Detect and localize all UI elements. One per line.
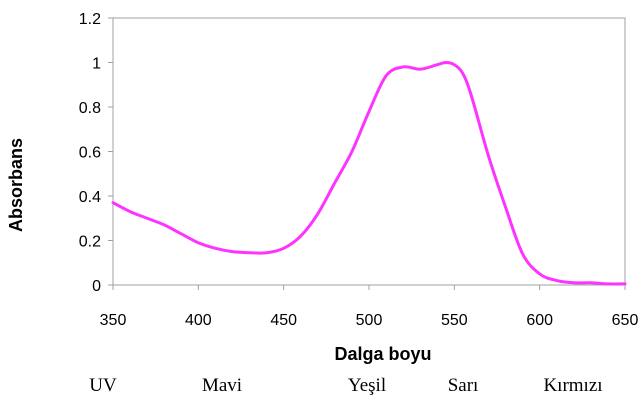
x-tick-label: 650 — [612, 312, 639, 329]
y-tick-label: 0.6 — [79, 145, 101, 162]
y-axis-ticks: 0 0.2 0.4 0.6 0.8 1 1.2 — [79, 11, 113, 295]
x-axis-title: Dalga boyu — [334, 344, 431, 364]
band-label: Sarı — [448, 375, 479, 396]
y-tick-label: 0.2 — [79, 234, 101, 251]
x-tick-label: 500 — [356, 312, 383, 329]
x-tick-label: 350 — [100, 312, 127, 329]
x-tick-label: 400 — [185, 312, 212, 329]
x-tick-label: 450 — [270, 312, 297, 329]
x-tick-label: 550 — [441, 312, 468, 329]
y-tick-label: 1 — [92, 56, 101, 73]
band-label: Kırmızı — [543, 375, 602, 396]
band-label: UV — [89, 375, 117, 396]
y-tick-label: 0.8 — [79, 100, 101, 117]
color-band-labels: UV Mavi Yeşil Sarı Kırmızı — [89, 375, 602, 396]
y-tick-label: 0.4 — [79, 189, 101, 206]
x-axis-ticks: 350 400 450 500 550 600 650 — [100, 285, 639, 329]
plot-area-frame — [112, 17, 626, 286]
y-tick-label: 1.2 — [79, 11, 101, 28]
x-tick-label: 600 — [526, 312, 553, 329]
y-tick-label: 0 — [92, 278, 101, 295]
band-label: Yeşil — [348, 375, 386, 396]
y-axis-title: Absorbans — [6, 138, 26, 232]
series-line-absorbance — [111, 61, 627, 286]
band-label: Mavi — [202, 375, 242, 396]
